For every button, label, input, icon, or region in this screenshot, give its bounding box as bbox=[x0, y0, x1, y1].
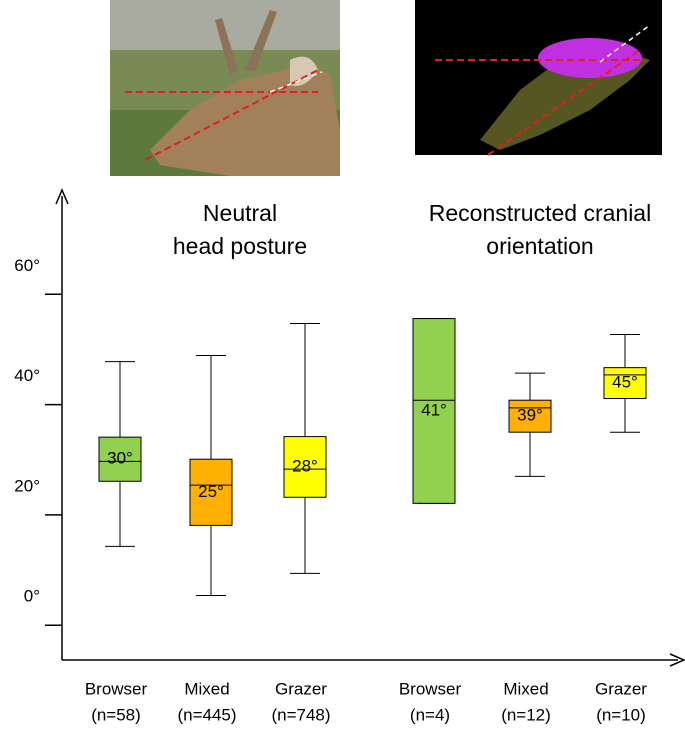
skull-render bbox=[415, 0, 662, 156]
x-axis-arrow bbox=[669, 653, 685, 667]
y-axis-arrow bbox=[55, 188, 69, 205]
group-title: head posture bbox=[173, 233, 307, 259]
x-tick-label: Grazer bbox=[595, 679, 647, 698]
x-tick-label: Browser bbox=[85, 679, 148, 698]
group-title: Neutral bbox=[203, 200, 277, 226]
value-label: 41° bbox=[421, 400, 447, 419]
x-count-label: (n=10) bbox=[596, 705, 646, 724]
x-tick-label: Mixed bbox=[503, 679, 548, 698]
y-tick-label: 20° bbox=[14, 476, 40, 495]
value-label: 30° bbox=[107, 449, 133, 468]
value-label: 45° bbox=[612, 373, 638, 392]
x-tick-label: Browser bbox=[399, 679, 462, 698]
value-label: 28° bbox=[292, 456, 318, 475]
box bbox=[189, 458, 233, 526]
y-tick-label: 0° bbox=[24, 587, 40, 606]
x-tick-label: Grazer bbox=[275, 679, 327, 698]
x-count-label: (n=445) bbox=[177, 705, 236, 724]
box bbox=[603, 367, 647, 400]
y-tick-label: 40° bbox=[14, 366, 40, 385]
box bbox=[508, 399, 552, 433]
box bbox=[412, 318, 456, 504]
x-count-label: (n=748) bbox=[271, 705, 330, 724]
box bbox=[98, 436, 142, 482]
value-label: 25° bbox=[198, 482, 224, 501]
x-count-label: (n=12) bbox=[501, 705, 551, 724]
value-label: 39° bbox=[517, 406, 543, 425]
box bbox=[283, 436, 327, 498]
y-tick-label: 60° bbox=[14, 256, 40, 275]
group-title: orientation bbox=[486, 233, 593, 259]
x-tick-label: Mixed bbox=[184, 679, 229, 698]
deer-photo bbox=[110, 0, 340, 176]
x-count-label: (n=58) bbox=[91, 705, 141, 724]
group-title: Reconstructed cranial bbox=[429, 200, 651, 226]
x-count-label: (n=4) bbox=[410, 705, 450, 724]
